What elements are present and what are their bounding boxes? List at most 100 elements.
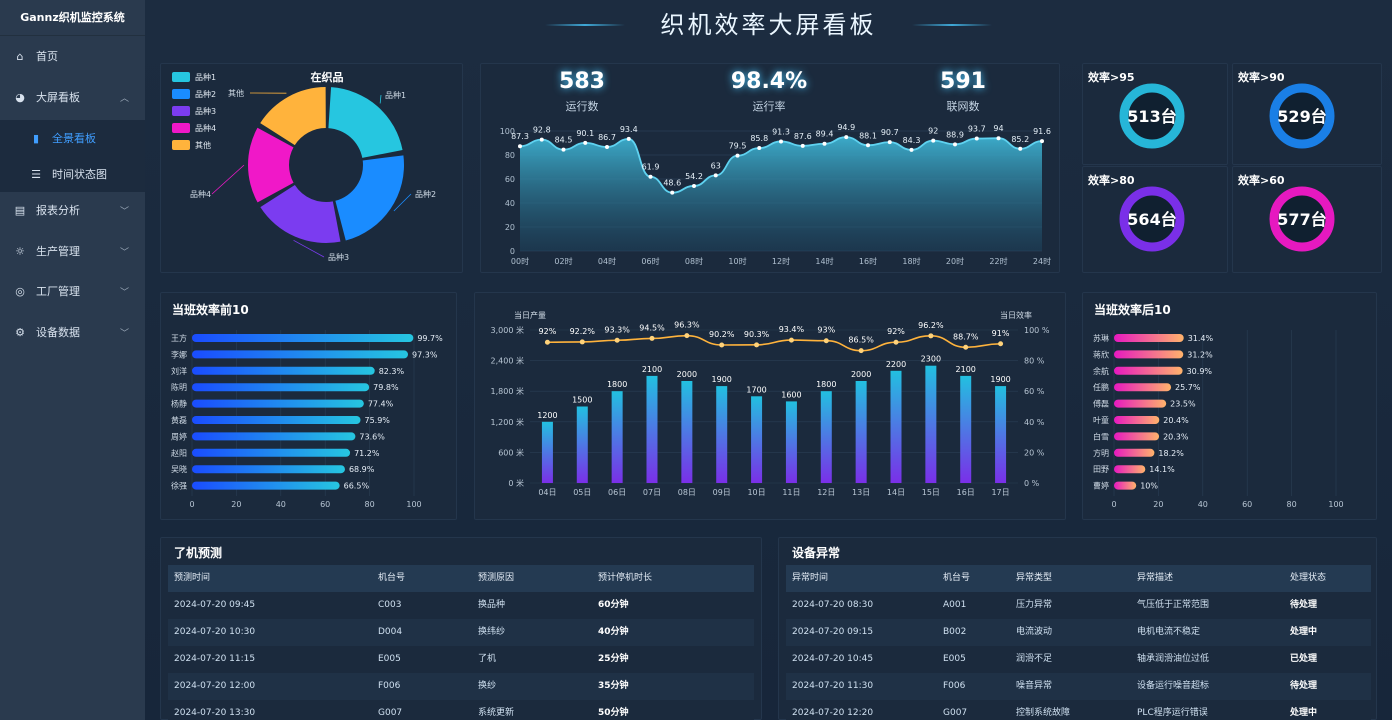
table-cell: A001 bbox=[943, 600, 967, 610]
stat-running-count: 583 运行数 bbox=[522, 69, 642, 114]
line-data-label: 87.3 bbox=[511, 132, 529, 141]
table-header-cell: 异常时间 bbox=[792, 573, 829, 583]
x-tick-label: 80 bbox=[1287, 500, 1297, 509]
factory-icon: ◎ bbox=[15, 284, 25, 298]
brand-title: Gannz织机监控系统 bbox=[0, 0, 145, 36]
pie-legend-label: 其他 bbox=[195, 140, 211, 150]
efficiency-value-label: 93.3% bbox=[604, 325, 630, 334]
line-data-label: 87.6 bbox=[794, 132, 812, 141]
y-tick-label: 40 bbox=[505, 199, 515, 208]
bar bbox=[1114, 366, 1183, 375]
line-data-label: 48.6 bbox=[663, 179, 681, 188]
line-data-label: 91.6 bbox=[1033, 127, 1051, 136]
nav-item-label: 报表分析 bbox=[36, 204, 80, 217]
stat-label: 联网数 bbox=[946, 100, 980, 113]
line-point bbox=[844, 135, 849, 140]
line-data-label: 93.4 bbox=[620, 125, 638, 134]
ring-value: 564台 bbox=[1127, 210, 1176, 229]
efficiency-value-label: 96.2% bbox=[918, 321, 944, 330]
line-data-label: 90.7 bbox=[881, 128, 899, 137]
bar-name-label: 王方 bbox=[171, 333, 187, 343]
nav-item-7[interactable]: ◎ 工厂管理 ﹀ bbox=[0, 276, 145, 306]
anomaly-title: 设备异常 bbox=[792, 546, 841, 560]
pie-legend-swatch bbox=[172, 123, 190, 133]
pie-legend-label: 品种4 bbox=[195, 123, 216, 133]
pie-slice bbox=[328, 87, 403, 158]
bar-name-label: 余航 bbox=[1093, 366, 1109, 376]
efficiency-value-label: 90.3% bbox=[744, 330, 770, 339]
line-data-label: 63 bbox=[711, 161, 721, 170]
bar-value-label: 77.4% bbox=[368, 400, 394, 409]
table-cell: 2024-07-20 10:45 bbox=[792, 654, 874, 664]
x-tick-label: 40 bbox=[276, 500, 286, 509]
y-right-tick: 80 % bbox=[1024, 357, 1045, 366]
forecast-table: 预测时间 机台号 预测原因 预计停机时长 2024-07-20 09:45 C003 换品种… bbox=[168, 565, 754, 720]
bar-value-label: 23.5% bbox=[1170, 400, 1196, 409]
nav-item-3[interactable]: ▮ 全景看板 bbox=[0, 120, 145, 156]
nav-item-label: 大屏看板 bbox=[36, 91, 80, 104]
output-value-label: 2200 bbox=[886, 360, 906, 369]
nav-item-2[interactable]: ◕ 大屏看板 ︿ bbox=[0, 82, 145, 112]
stat-value: 98.4% bbox=[730, 69, 808, 94]
table-cell: 了机 bbox=[478, 654, 497, 664]
ring-label: 效率>95 bbox=[1088, 70, 1135, 84]
right-axis-title: 当日效率 bbox=[1000, 310, 1032, 320]
bottom10-bar-chart: 0 20 40 60 80 100 苏琳 31.4% 蒋欣 31.2% 余航 30.9% 任鹏 25.7%… bbox=[1093, 330, 1344, 509]
pie-legend-label: 品种2 bbox=[195, 89, 216, 99]
bar-chart-icon: ▮ bbox=[32, 131, 40, 145]
bar-name-label: 李娜 bbox=[171, 349, 187, 359]
table-cell: 2024-07-20 09:15 bbox=[792, 627, 874, 637]
bar-name-label: 苏琳 bbox=[1093, 333, 1109, 343]
y-right-tick: 20 % bbox=[1024, 448, 1045, 457]
table-header-cell: 预计停机时长 bbox=[598, 573, 653, 583]
line-point bbox=[974, 136, 979, 141]
output-column bbox=[890, 370, 902, 483]
ring-chart: 效率>80 564台 bbox=[1088, 173, 1185, 252]
table-row: 2024-07-20 12:00 F006 换纱 35分钟 bbox=[168, 673, 754, 700]
list-icon: ☰ bbox=[31, 167, 41, 181]
nav-item-label: 生产管理 bbox=[36, 245, 80, 258]
table-header-cell: 机台号 bbox=[378, 573, 406, 583]
table-cell: F006 bbox=[943, 681, 966, 691]
y-tick-label: 0 bbox=[510, 247, 515, 256]
sidebar: Gannz织机监控系统 ⌂ 首页 ◕ 大屏看板 ︿ ▮ 全景看板 ☰ 时间状态图 ▤ 报表分析 ﹀ ☼ 生… bbox=[0, 0, 145, 720]
line-point bbox=[757, 146, 762, 151]
bar-value-label: 31.4% bbox=[1188, 334, 1214, 343]
line-data-label: 84.3 bbox=[903, 136, 921, 145]
x-tick-label: 100 bbox=[1328, 500, 1343, 509]
table-cell: B002 bbox=[943, 627, 967, 637]
x-tick-label: 40 bbox=[1198, 500, 1208, 509]
pie-legend-label: 品种1 bbox=[195, 72, 216, 82]
left-axis-title: 当日产量 bbox=[514, 310, 546, 320]
nav-item-4[interactable]: ☰ 时间状态图 bbox=[0, 156, 145, 192]
line-data-label: 61.9 bbox=[642, 163, 660, 172]
y-right-tick: 60 % bbox=[1024, 387, 1045, 396]
output-panel: 当日产量 当日效率 0 米 0 % 600 米 20 % 1,200 米 40 % 1,800 … bbox=[474, 292, 1066, 520]
bar-name-label: 刘洋 bbox=[171, 366, 187, 376]
bar-name-label: 吴晓 bbox=[171, 464, 187, 474]
line-data-label: 94 bbox=[993, 124, 1003, 133]
table-cell: 电机电流不稳定 bbox=[1137, 627, 1201, 637]
pie-label-line bbox=[379, 94, 382, 104]
table-cell: 电流波动 bbox=[1016, 627, 1053, 637]
table-cell: 25分钟 bbox=[598, 654, 629, 664]
anomaly-panel: 设备异常 异常时间 机台号 异常类型 异常描述 处理状态 2024-07-20 08:30… bbox=[778, 537, 1377, 720]
ring-arc bbox=[1119, 83, 1185, 149]
x-tick-label: 05日 bbox=[573, 488, 591, 497]
nav-item-5[interactable]: ▤ 报表分析 ﹀ bbox=[0, 195, 145, 225]
chevron-down-icon: ﹀ bbox=[119, 329, 129, 339]
nav-item-1[interactable]: ⌂ 首页 bbox=[0, 41, 145, 71]
bar-name-label: 蒋欣 bbox=[1093, 349, 1109, 359]
output-value-label: 1500 bbox=[572, 396, 592, 405]
table-cell: 40分钟 bbox=[598, 627, 629, 637]
table-row: 2024-07-20 09:45 C003 换品种 60分钟 bbox=[168, 592, 754, 619]
nav-item-8[interactable]: ⚙ 设备数据 ﹀ bbox=[0, 317, 145, 347]
efficiency-point bbox=[649, 335, 655, 341]
efficiency-point bbox=[963, 344, 969, 350]
bar-value-label: 73.6% bbox=[359, 432, 385, 441]
top10-panel: 当班效率前10 0 20 40 60 80 100 王方 99.7% 李娜 97.3% 刘洋 82.3… bbox=[160, 292, 457, 520]
ring-label: 效率>60 bbox=[1238, 173, 1285, 187]
bar bbox=[192, 366, 375, 375]
nav-item-6[interactable]: ☼ 生产管理 ﹀ bbox=[0, 236, 145, 266]
